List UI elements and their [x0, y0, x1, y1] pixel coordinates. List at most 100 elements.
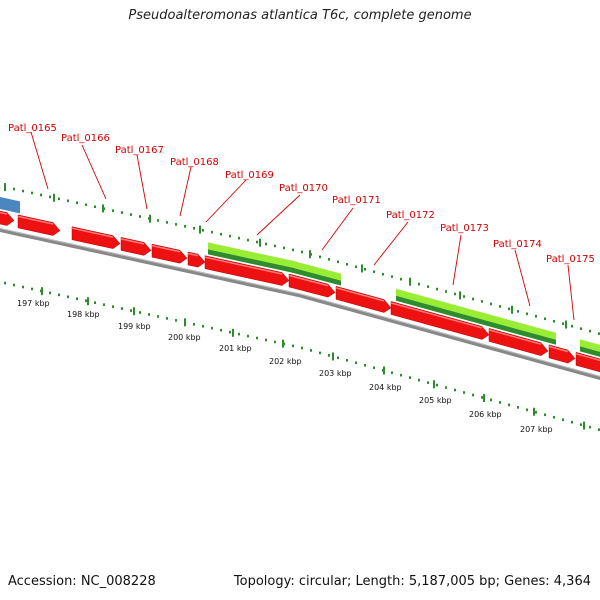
gene-callout-line: [452, 234, 462, 286]
lower-tick-dot: [328, 354, 330, 357]
upper-tick-dot: [157, 219, 159, 222]
upper-tick-dot: [589, 329, 591, 333]
upper-tick-dot: [490, 302, 492, 306]
upper-tick-dot: [94, 205, 96, 209]
kbp-label: 204 kbp: [369, 383, 402, 392]
gene-label: Patl_0172: [386, 210, 435, 221]
kbp-label: 198 kbp: [67, 310, 100, 319]
gene-label: Patl_0175: [546, 254, 595, 265]
lower-tick-dot: [346, 359, 348, 362]
kbp-major-tick: [232, 328, 234, 337]
gene-callout-line: [205, 179, 247, 223]
gene-callout-line: [514, 249, 531, 307]
forward-gene-arrow: [390, 301, 490, 340]
lower-tick-dot: [58, 293, 60, 297]
kbp-label: 205 kbp: [419, 396, 452, 405]
forward-gene-arrow: [575, 351, 600, 373]
forward-gene-arrow-shine: [187, 252, 199, 257]
upper-tick-dot: [247, 238, 249, 242]
forward-gene-arrow-shine: [548, 345, 569, 353]
forward-gene-arrow-shine: [288, 274, 329, 287]
upper-major-tick: [259, 238, 261, 247]
kbp-major-tick: [332, 352, 334, 361]
lower-tick-dot: [526, 408, 528, 412]
lower-tick-dot: [76, 297, 78, 301]
lower-tick-dot: [4, 281, 6, 285]
reverse-gene-light: [580, 339, 600, 352]
gene-label: Patl_0167: [115, 145, 164, 156]
gene-callout-line: [179, 166, 192, 217]
upper-major-tick: [565, 320, 567, 329]
upper-major-tick: [459, 291, 461, 300]
reverse-gene-light: [292, 260, 341, 281]
lower-tick-dot: [67, 295, 69, 299]
kbp-label: 199 kbp: [118, 322, 151, 331]
forward-gene-arrow: [187, 251, 206, 268]
upper-tick-dot: [445, 290, 447, 293]
genome-backbone: [0, 227, 600, 380]
upper-tick-dot: [256, 240, 258, 244]
forward-gene-arrow-shine: [575, 353, 600, 362]
forward-gene-arrow-shine: [71, 227, 114, 238]
lower-tick-dot: [499, 401, 501, 404]
gene-callout-line: [373, 221, 409, 266]
upper-tick-dot: [85, 203, 87, 207]
upper-tick-dot: [67, 199, 69, 203]
lower-tick-dot: [220, 328, 222, 332]
gene-label: Patl_0166: [61, 133, 110, 144]
lower-tick-dot: [265, 338, 267, 342]
kbp-label: 202 kbp: [269, 357, 302, 366]
lower-tick-dot: [571, 420, 573, 424]
upper-tick-dot: [76, 201, 78, 205]
lower-tick-dot: [391, 371, 393, 374]
upper-tick-dot: [40, 193, 42, 197]
forward-gene-arrow-shine: [120, 238, 145, 245]
lower-tick-dot: [229, 330, 231, 334]
upper-tick-dot: [211, 230, 213, 234]
reverse-gene-dark: [580, 346, 600, 357]
kbp-label: 203 kbp: [319, 369, 352, 378]
upper-major-tick: [199, 225, 201, 234]
upper-tick-dot: [364, 267, 366, 271]
forward-gene-arrow: [204, 255, 290, 286]
gene-callout-line: [567, 264, 575, 321]
upper-tick-dot: [301, 250, 303, 254]
upper-major-tick: [53, 193, 55, 202]
lower-tick-dot: [256, 336, 258, 340]
upper-tick-dot: [517, 310, 519, 313]
forward-gene-arrow: [335, 285, 392, 313]
upper-tick-dot: [454, 292, 456, 296]
lower-tick-dot: [598, 428, 600, 431]
genome-summary-text: Topology: circular; Length: 5,187,005 bp…: [233, 574, 591, 589]
lower-tick-dot: [130, 309, 132, 312]
gene-label: Patl_0171: [332, 195, 381, 206]
lower-tick-dot: [490, 398, 492, 402]
kbp-label: 197 kbp: [17, 299, 50, 308]
upper-tick-dot: [391, 275, 393, 278]
lower-tick-dot: [166, 317, 168, 320]
lower-tick-dot: [310, 349, 312, 352]
lower-tick-dot: [535, 411, 537, 414]
upper-tick-dot: [121, 211, 123, 214]
upper-tick-dot: [229, 234, 231, 238]
lower-tick-dot: [427, 381, 429, 384]
gene-label: Patl_0174: [493, 239, 542, 250]
gene-callout-line: [256, 194, 301, 236]
upper-tick-dot: [463, 295, 465, 298]
lower-tick-dot: [49, 291, 51, 295]
forward-gene-arrow-shine: [204, 256, 283, 275]
forward-gene-arrow: [548, 344, 576, 364]
upper-tick-dot: [337, 260, 339, 264]
lower-tick-dot: [247, 334, 249, 338]
forward-gene-arrow-shine: [488, 329, 542, 345]
forward-gene-arrow: [288, 273, 336, 298]
lower-tick-dot: [436, 383, 438, 387]
upper-tick-dot: [49, 195, 51, 199]
upper-tick-dot: [202, 228, 204, 232]
lower-tick-dot: [211, 326, 213, 330]
kbp-major-tick: [583, 421, 585, 430]
upper-tick-dot: [22, 189, 24, 193]
lower-tick-dot: [400, 373, 402, 377]
kbp-major-tick: [483, 394, 485, 402]
upper-tick-dot: [139, 215, 141, 218]
